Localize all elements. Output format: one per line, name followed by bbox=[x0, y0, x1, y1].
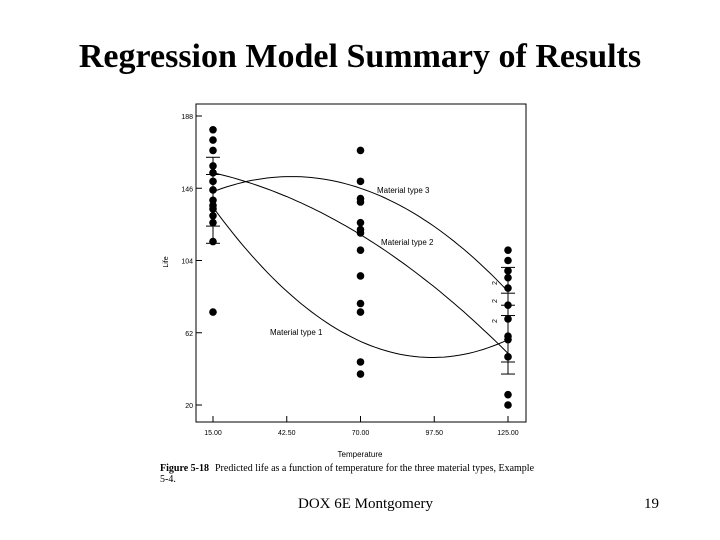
y-axis-label: Life bbox=[163, 256, 170, 267]
data-point bbox=[356, 358, 365, 366]
x-tick-label: 15.00 bbox=[204, 430, 222, 437]
data-point bbox=[209, 308, 217, 316]
data-point bbox=[504, 284, 512, 292]
data-point bbox=[209, 146, 217, 155]
y-tick-label: 104 bbox=[181, 259, 193, 266]
x-tick-label: 125.00 bbox=[497, 430, 519, 437]
y-tick-label: 62 bbox=[185, 331, 193, 338]
page-number: 19 bbox=[644, 496, 659, 512]
data-point bbox=[356, 198, 365, 206]
series-label-1: Material type 1 bbox=[270, 328, 323, 337]
data-point bbox=[209, 177, 217, 186]
series-curve-1 bbox=[212, 206, 509, 358]
multiplicity-annotation: 2 bbox=[492, 299, 499, 303]
data-point bbox=[356, 146, 365, 155]
x-tick-label: 97.50 bbox=[425, 430, 443, 437]
data-point bbox=[504, 256, 512, 265]
data-point bbox=[356, 246, 365, 254]
data-point bbox=[504, 335, 512, 344]
figure-label: Figure 5-18 bbox=[160, 463, 209, 474]
data-point bbox=[356, 308, 365, 316]
data-point bbox=[504, 401, 512, 409]
footer-text: DOX 6E Montgomery bbox=[298, 496, 433, 512]
x-tick-label: 70.00 bbox=[352, 430, 370, 437]
data-point bbox=[356, 299, 365, 308]
data-point bbox=[504, 267, 512, 275]
x-axis-label: Temperature bbox=[338, 450, 383, 459]
series-label-3: Material type 3 bbox=[377, 186, 430, 195]
data-point bbox=[209, 218, 217, 227]
figure-caption-text: Predicted life as a function of temperat… bbox=[160, 463, 535, 485]
multiplicity-annotation: 2 bbox=[492, 319, 499, 323]
data-point bbox=[209, 136, 217, 144]
data-point bbox=[504, 301, 512, 310]
data-point bbox=[356, 218, 365, 227]
data-point bbox=[209, 162, 217, 170]
data-point bbox=[209, 186, 217, 194]
data-point bbox=[504, 353, 512, 361]
data-point bbox=[356, 177, 365, 186]
data-point bbox=[356, 272, 365, 280]
multiplicity-annotation: 2 bbox=[492, 281, 499, 285]
x-tick-label: 42.50 bbox=[278, 430, 296, 437]
y-tick-label: 188 bbox=[181, 114, 193, 121]
data-point bbox=[209, 168, 217, 177]
data-point bbox=[356, 229, 365, 237]
figure-caption: Figure 5-18 Predicted life as a function … bbox=[160, 463, 540, 485]
data-point bbox=[504, 390, 512, 399]
data-point bbox=[209, 205, 217, 213]
series-curve-3 bbox=[212, 176, 509, 292]
data-point bbox=[504, 273, 512, 282]
data-point bbox=[356, 370, 365, 378]
y-tick-label: 146 bbox=[181, 186, 193, 193]
y-tick-label: 20 bbox=[185, 403, 193, 410]
series-label-2: Material type 2 bbox=[381, 238, 434, 247]
data-point bbox=[209, 125, 217, 134]
data-point bbox=[504, 315, 512, 323]
data-point bbox=[209, 211, 217, 220]
slide-title: Regression Model Summary of Results bbox=[78, 38, 642, 75]
data-point bbox=[504, 246, 512, 254]
data-point bbox=[209, 237, 217, 246]
